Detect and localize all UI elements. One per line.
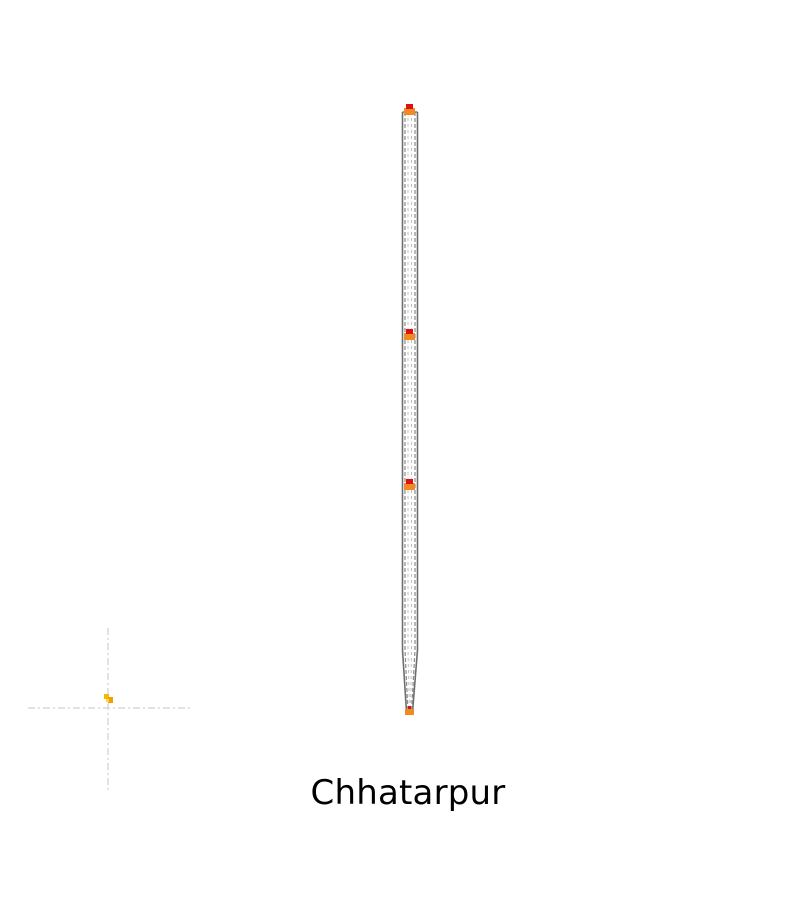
locator-crosshair — [28, 628, 190, 790]
station-marker-icon[interactable] — [404, 329, 415, 340]
route-corridor — [401, 111, 419, 713]
station-marker-icon[interactable] — [404, 104, 415, 115]
location-pin-icon[interactable] — [104, 694, 113, 703]
terminus-marker-icon[interactable] — [405, 706, 414, 715]
place-name-label: Chhatarpur — [310, 773, 506, 813]
station-marker-icon[interactable] — [404, 479, 415, 490]
